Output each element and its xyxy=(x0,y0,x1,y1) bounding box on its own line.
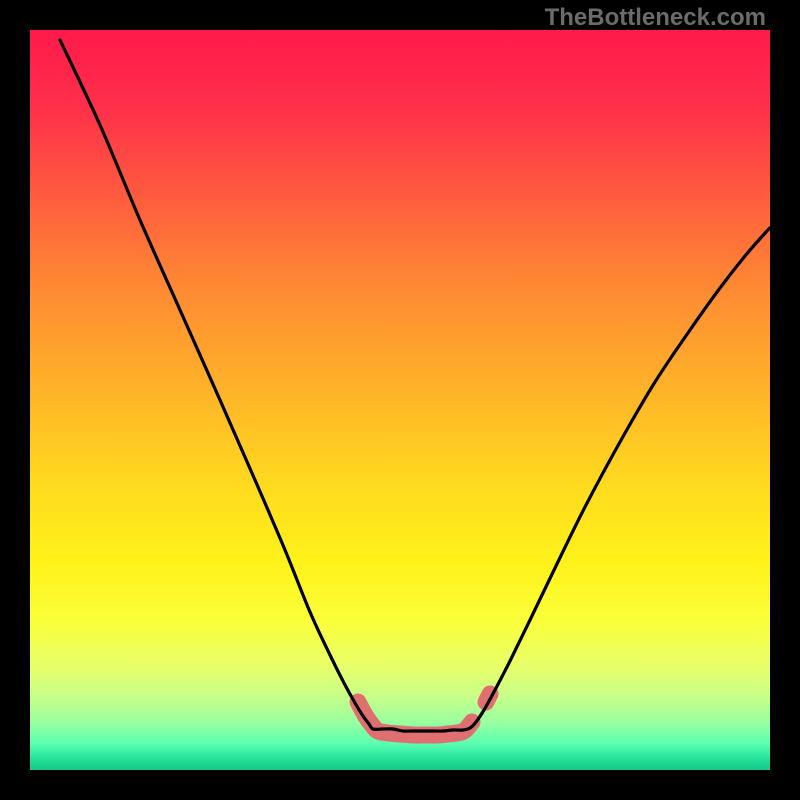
watermark-text: TheBottleneck.com xyxy=(545,4,766,32)
bottleneck-curve xyxy=(60,40,770,731)
chart-frame xyxy=(0,0,800,800)
curves-layer xyxy=(30,30,770,770)
plot-area xyxy=(30,30,770,770)
